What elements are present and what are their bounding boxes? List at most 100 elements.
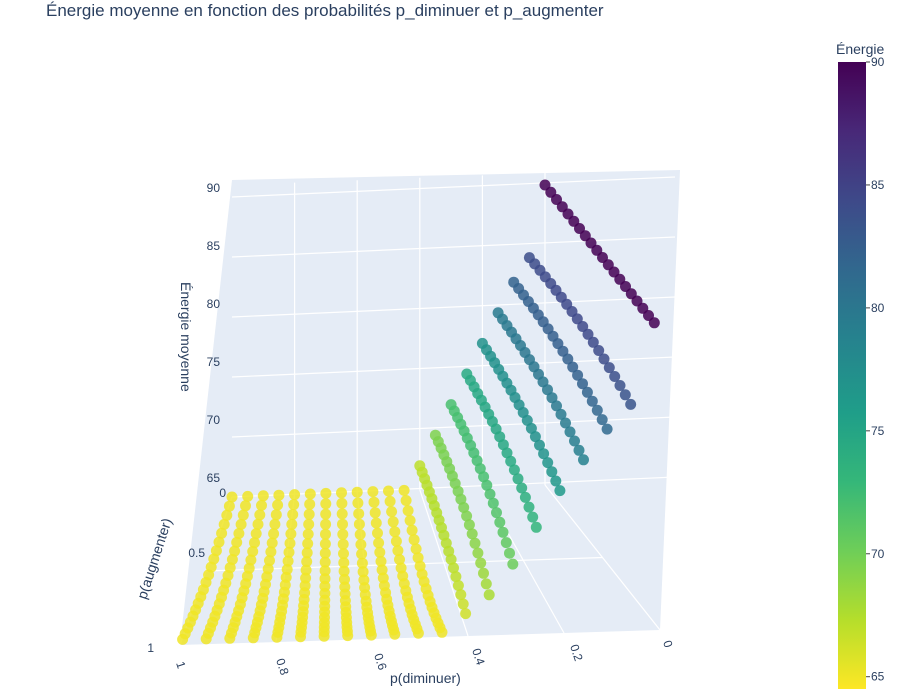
data-point — [352, 497, 364, 509]
data-point — [320, 487, 332, 499]
data-point — [337, 528, 349, 540]
data-point — [223, 500, 235, 512]
data-point — [389, 526, 401, 538]
data-point — [303, 518, 315, 530]
data-point — [394, 554, 405, 565]
data-point — [301, 547, 313, 559]
x-axis-title: p(diminuer) — [390, 670, 461, 686]
data-point — [221, 509, 233, 521]
data-point — [295, 631, 306, 643]
data-point — [519, 491, 531, 503]
data-point — [494, 516, 506, 528]
x-tick-label: 0.4 — [469, 647, 488, 668]
data-point — [542, 457, 554, 469]
data-point — [507, 558, 519, 570]
z-tick-label: 90 — [207, 181, 221, 195]
data-point — [483, 589, 495, 601]
grid-z-85 — [231, 236, 676, 258]
data-point — [596, 414, 608, 426]
z-axis-title: Énergie moyenne — [178, 282, 194, 392]
data-point — [450, 571, 462, 583]
data-point — [266, 537, 278, 549]
data-point — [229, 545, 241, 557]
data-point — [300, 564, 312, 576]
data-point — [247, 632, 259, 644]
data-point — [546, 466, 558, 478]
data-point — [603, 362, 615, 374]
data-point — [560, 417, 571, 429]
data-point — [353, 508, 365, 520]
data-point — [320, 528, 331, 540]
data-point — [472, 547, 484, 559]
data-point — [336, 487, 347, 499]
colorbar-title: Énergie — [836, 41, 884, 57]
data-point — [177, 633, 189, 645]
data-point — [374, 546, 386, 558]
data-point — [458, 502, 470, 513]
data-point — [210, 545, 222, 557]
data-point — [581, 386, 593, 398]
data-point — [554, 485, 566, 497]
data-point — [355, 539, 367, 550]
data-point — [285, 528, 297, 540]
data-point — [284, 537, 296, 549]
colorbar-tick-label: 75 — [871, 424, 885, 438]
data-point — [400, 495, 412, 506]
data-point — [601, 423, 613, 435]
data-point — [412, 552, 424, 564]
data-point — [516, 482, 528, 494]
data-point — [319, 565, 331, 577]
data-point — [460, 608, 472, 620]
data-point — [550, 475, 562, 487]
data-point — [571, 313, 583, 325]
data-point — [257, 490, 269, 502]
data-point — [609, 371, 621, 382]
data-point — [320, 498, 332, 510]
data-point — [573, 444, 585, 456]
data-point — [469, 537, 481, 549]
data-point — [564, 426, 576, 438]
data-point — [372, 527, 383, 539]
z-tick-label: 80 — [207, 297, 221, 311]
data-point — [481, 479, 493, 491]
data-point — [478, 567, 489, 579]
data-point — [591, 404, 603, 416]
y-tick-label: 0 — [219, 486, 226, 500]
data-point — [392, 545, 404, 557]
data-point — [546, 392, 558, 404]
data-point — [593, 345, 605, 356]
data-point — [578, 454, 589, 466]
data-point — [268, 528, 280, 540]
data-point — [525, 422, 537, 434]
grid-z-80 — [231, 296, 676, 318]
data-point — [304, 488, 316, 500]
data-point — [562, 353, 574, 365]
data-point — [452, 580, 464, 591]
z-axis-ticks: 65 70 75 80 85 90 — [207, 181, 221, 485]
data-point — [282, 555, 294, 567]
colorbar: Énergie 65 70 75 80 85 90 — [836, 41, 885, 689]
data-point — [389, 628, 401, 640]
data-point — [218, 518, 230, 530]
data-point — [368, 496, 380, 508]
data-point — [247, 546, 259, 557]
x-tick-label: 0.8 — [273, 657, 292, 678]
data-point — [357, 566, 369, 578]
x-tick-label: 0.2 — [567, 643, 586, 664]
data-point — [598, 353, 610, 365]
data-point — [319, 547, 331, 559]
colorbar-tick-label: 65 — [871, 670, 885, 684]
data-point — [337, 518, 348, 530]
data-point — [365, 629, 377, 641]
data-point — [408, 534, 420, 546]
data-point — [254, 509, 266, 521]
data-point — [338, 565, 350, 577]
data-point — [235, 518, 247, 530]
data-point — [491, 507, 502, 519]
data-point — [270, 509, 282, 521]
z-tick-label: 75 — [207, 355, 221, 369]
data-point — [226, 491, 238, 503]
data-point — [538, 448, 550, 460]
data-point — [445, 553, 457, 565]
data-point — [512, 473, 524, 485]
